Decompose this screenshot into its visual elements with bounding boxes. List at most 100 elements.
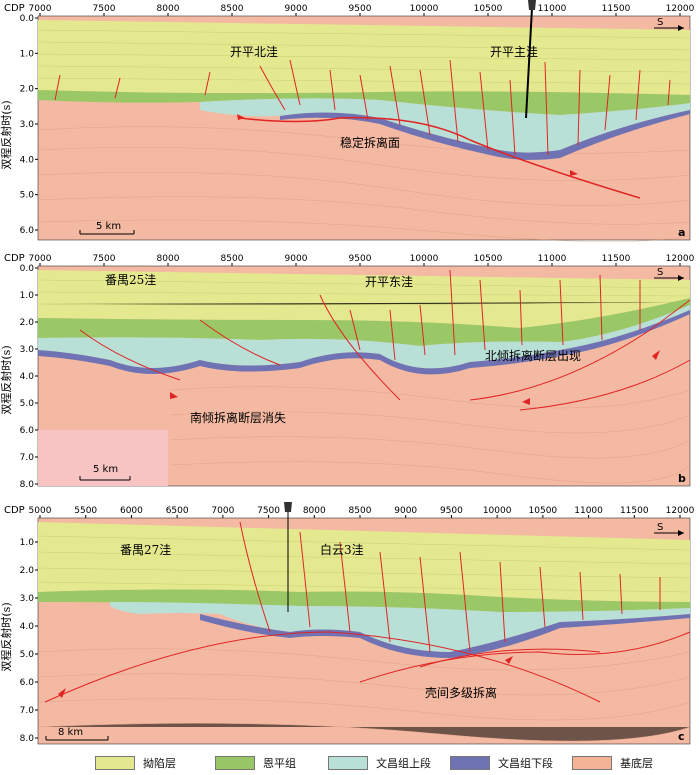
- svg-text:S: S: [657, 17, 663, 28]
- cdp-tick-label: 7500: [93, 254, 116, 264]
- cdp-tick-label: 9500: [349, 4, 372, 14]
- time-tick-label: 5.0: [20, 650, 35, 660]
- well-icon: [284, 502, 292, 512]
- time-tick-label: 1.0: [20, 49, 35, 59]
- basement-texture: [37, 126, 691, 242]
- scale-bar-a: 5 km: [79, 221, 135, 235]
- time-axis-c: 1.0 2.0 3.0 4.0 5.0 6.0 7.0 8.0 双程反射时(s): [0, 538, 38, 744]
- time-tick-label: 7.0: [20, 453, 35, 463]
- legend-swatch: [572, 756, 612, 770]
- wenchang-upper: [200, 98, 690, 153]
- time-tick-label: 8.0: [20, 734, 35, 744]
- cdp-tick-label: 12000: [666, 254, 695, 264]
- time-tick-label: 3.0: [20, 345, 35, 355]
- cdp-tick-label: 10500: [529, 506, 558, 516]
- cdp-tick-label: 9500: [440, 506, 463, 516]
- scale-bar-c: 8 km: [45, 727, 109, 741]
- cdp-tick-label: 9500: [349, 254, 372, 264]
- cdp-tick-label: 8500: [221, 254, 244, 264]
- enping-formation: [38, 589, 690, 612]
- cdp-tick-label: 9000: [394, 506, 417, 516]
- cdp-tick-label: 10500: [474, 4, 503, 14]
- well-icon: [525, 0, 536, 119]
- depression-layer: [38, 522, 690, 602]
- time-tick-label: 6.0: [20, 426, 35, 436]
- cdp-tick-label: 11500: [602, 254, 631, 264]
- slip-arrow-icon: [522, 398, 530, 405]
- cdp-tick-label: 8500: [349, 506, 372, 516]
- cdp-tick-label: 8000: [157, 254, 180, 264]
- faults-a: [54, 59, 671, 156]
- cdp-tick-label: 7500: [93, 4, 116, 14]
- cdp-tick-label: 10000: [483, 506, 512, 516]
- wenchang-lower: [280, 110, 690, 160]
- cdp-tick-label: 11000: [538, 254, 567, 264]
- cdp-tick-label: 5000: [29, 506, 52, 516]
- time-tick-label: 6.0: [20, 226, 35, 236]
- cdp-tick-label: 10000: [410, 4, 439, 14]
- label-panyu-25: 番禺25洼: [105, 273, 156, 287]
- time-tick-label: 6.0: [20, 678, 35, 688]
- depression-layer: [38, 20, 690, 95]
- legend-label: 恩平组: [263, 757, 296, 770]
- label-panyu-27: 番禺27洼: [120, 543, 171, 557]
- slip-arrow-icon: [652, 350, 660, 360]
- time-tick-label: 2.0: [20, 85, 35, 95]
- slip-arrow-icon: [570, 170, 578, 176]
- wenchang-upper: [110, 602, 690, 652]
- cdp-tick-label: 8500: [221, 4, 244, 14]
- legend-item-wenchang-upper: 文昌组上段: [328, 754, 431, 772]
- wenchang-lower: [38, 310, 690, 375]
- legend-swatch: [328, 756, 368, 770]
- cdp-tick-label: 11500: [620, 506, 649, 516]
- label-kaiping-north: 开平北洼: [230, 45, 278, 59]
- time-tick-label: 4.0: [20, 622, 35, 632]
- label-south-detachment: 南倾拆离断层消失: [190, 410, 286, 425]
- cdp-tick-label: 7000: [211, 506, 234, 516]
- cdp-axis-label: CDP: [4, 3, 25, 14]
- slip-arrow-icon: [237, 114, 245, 120]
- legend-swatch: [215, 756, 255, 770]
- cdp-axis-label: CDP: [4, 253, 25, 264]
- cdp-tick-label: 11000: [538, 4, 567, 14]
- time-tick-label: 2.0: [20, 318, 35, 328]
- time-tick-label: 4.0: [20, 155, 35, 165]
- seismic-profile-b: CDP 7000 7500 8000 8500 9000 9500 10000 10500 11…: [0, 253, 695, 490]
- slip-arrow-icon: [170, 392, 178, 399]
- direction-arrow: S: [654, 17, 684, 31]
- depression-layer-reflectors: [37, 29, 691, 85]
- time-axis-b: 0.0 1.0 2.0 3.0 4.0 5.0 6.0 7.0 8.0 双程反射时(s): [0, 264, 38, 490]
- time-tick-label: 4.0: [20, 372, 35, 382]
- legend-item-enping: 恩平组: [215, 754, 296, 772]
- time-tick-label: 8.0: [20, 480, 35, 490]
- cdp-axis-label: CDP: [4, 505, 25, 516]
- legend-swatch: [450, 756, 490, 770]
- label-multi-detachment: 壳间多级拆离: [425, 685, 497, 700]
- legend-item-basement: 基底层: [572, 754, 653, 772]
- label-north-detachment: 北倾拆离断层出现: [485, 348, 581, 363]
- time-tick-label: 3.0: [20, 594, 35, 604]
- time-tick-label: 5.0: [20, 191, 35, 201]
- legend-item-wenchang-lower: 文昌组下段: [450, 754, 553, 772]
- cdp-tick-label: 7000: [29, 4, 52, 14]
- panel-letter: c: [678, 730, 685, 743]
- scale-label: 5 km: [96, 221, 121, 232]
- cdp-tick-label: 6000: [120, 506, 143, 516]
- direction-arrow: S: [654, 267, 684, 281]
- time-tick-label: 0.0: [20, 14, 35, 24]
- svg-text:S: S: [657, 267, 663, 278]
- label-detachment: 稳定拆离面: [340, 135, 400, 150]
- time-axis-title: 双程反射时(s): [0, 602, 13, 671]
- wenchang-upper: [38, 305, 690, 369]
- svg-text:S: S: [657, 522, 663, 533]
- cdp-tick-label: 12000: [666, 506, 695, 516]
- scale-label: 5 km: [93, 464, 118, 475]
- cdp-tick-label: 11000: [574, 506, 603, 516]
- time-axis-title: 双程反射时(s): [0, 100, 13, 169]
- time-axis-title: 双程反射时(s): [0, 345, 13, 414]
- cdp-tick-label: 9000: [285, 4, 308, 14]
- legend-label: 文昌组下段: [498, 757, 553, 770]
- faults-b: [79, 269, 691, 411]
- time-tick-label: 1.0: [20, 291, 35, 301]
- enping-formation: [38, 298, 690, 346]
